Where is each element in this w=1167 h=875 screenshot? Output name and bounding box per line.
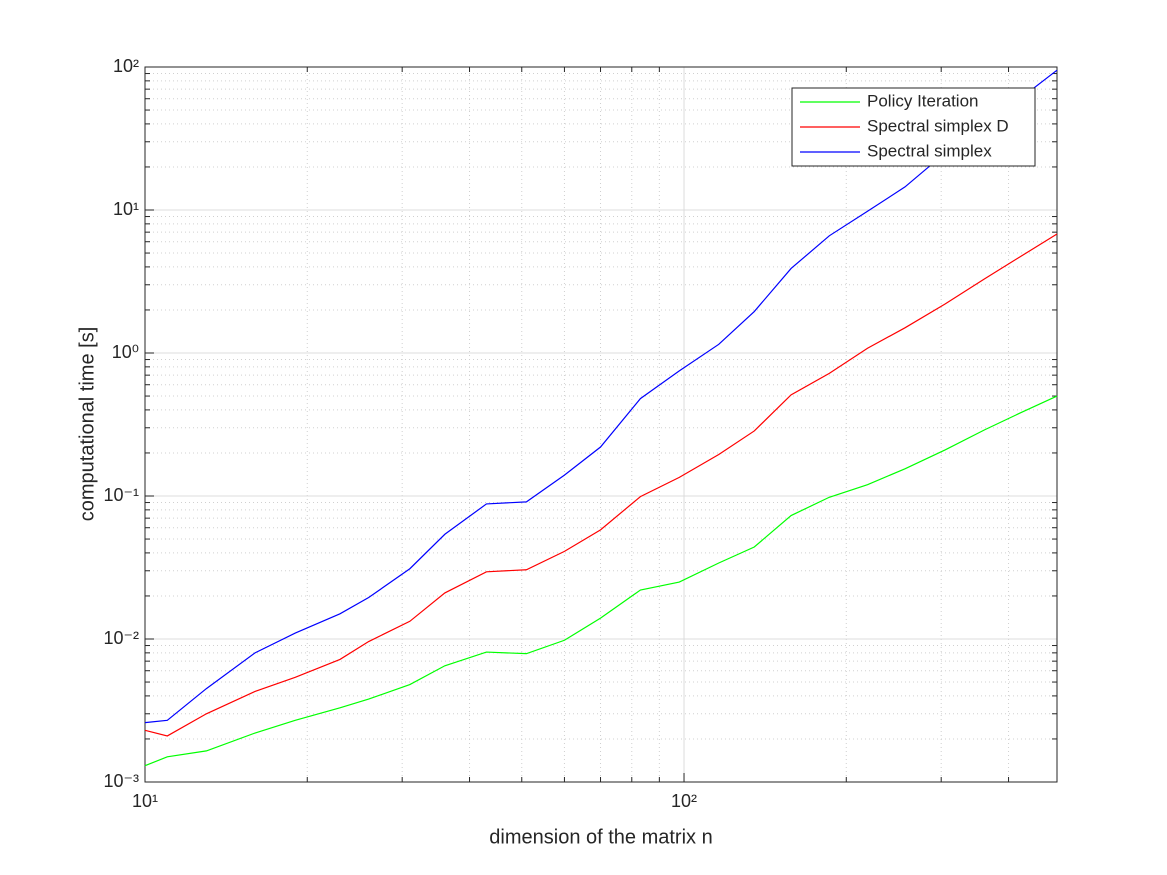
y-tick-label: 10⁻² (103, 628, 139, 648)
series-line (144, 233, 1058, 737)
legend-label: Policy Iteration (867, 91, 979, 110)
y-tick-label: 10⁻³ (103, 771, 139, 791)
x-axis-label: dimension of the matrix n (489, 826, 712, 848)
y-axis-label: computational time [s] (76, 327, 98, 522)
y-tick-label: 10¹ (113, 199, 139, 219)
y-tick-label: 10⁻¹ (103, 485, 139, 505)
legend-label: Spectral simplex (867, 141, 992, 160)
legend-label: Spectral simplex D (867, 116, 1009, 135)
x-tick-label: 10² (671, 791, 697, 811)
axes-box (144, 66, 1058, 783)
y-tick-label: 10⁰ (112, 342, 139, 362)
series-line (144, 69, 1058, 724)
x-tick-label: 10¹ (132, 791, 158, 811)
y-tick-label: 10² (113, 56, 139, 76)
series-line (144, 395, 1058, 767)
